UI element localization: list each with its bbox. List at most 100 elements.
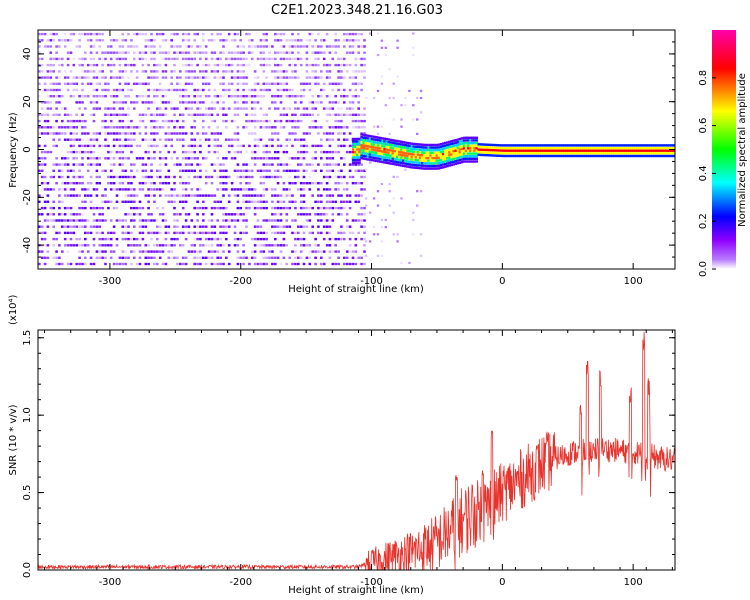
- spectrogram-cell: [167, 250, 171, 253]
- spectrogram-cell: [52, 213, 55, 216]
- spectrogram-cell: [104, 51, 107, 54]
- spectrogram-cell: [376, 53, 380, 57]
- spectrogram-ridge-cell: [504, 154, 508, 158]
- spectrogram-cell: [193, 175, 196, 179]
- spectrogram-cell: [109, 237, 113, 241]
- spectrogram-cell: [360, 88, 363, 92]
- spectrogram-cell: [164, 219, 168, 222]
- spectrogram-cell: [196, 144, 199, 148]
- spectrogram-ridge-cell: [429, 151, 432, 155]
- spectrogram-ridge-cell: [636, 154, 640, 158]
- spectrogram-ridge-cell: [534, 144, 537, 147]
- spectrogram-cell: [147, 88, 150, 92]
- spectrogram-cell: [133, 188, 136, 191]
- spectrogram-cell: [388, 183, 391, 186]
- spectrogram-cell: [337, 188, 340, 191]
- spectrogram-cell: [236, 70, 240, 73]
- spectrogram-cell: [322, 51, 326, 54]
- spectrogram-cell: [363, 213, 366, 216]
- spectrogram-cell: [216, 175, 219, 179]
- spectrogram-cell: [345, 126, 349, 129]
- spectrogram-ridge-cell: [444, 160, 447, 163]
- spectrogram-cell: [213, 57, 217, 61]
- spectrogram-cell: [253, 150, 257, 154]
- spectrogram-cell: [274, 82, 277, 85]
- spectrogram-ridge-cell: [385, 143, 388, 146]
- colorbar-tick-label: 0.8: [698, 70, 709, 86]
- spectrogram-ridge-cell: [469, 141, 472, 145]
- spectrogram-cell: [181, 200, 185, 203]
- spectrogram-cell: [216, 256, 219, 259]
- spectrogram-cell: [259, 138, 263, 141]
- spectrogram-cell: [161, 157, 165, 160]
- spectrogram-cell: [196, 88, 199, 92]
- spectrogram-cell: [38, 63, 41, 67]
- spectrogram-cell: [348, 262, 352, 266]
- spectrogram-cell: [150, 113, 153, 116]
- spectrogram-ridge-cell: [653, 146, 656, 150]
- spectrogram-cell: [222, 213, 225, 216]
- spectrogram-cell: [388, 204, 391, 207]
- spectrogram-cell: [253, 101, 257, 104]
- spectrogram-ridge-cell: [372, 156, 376, 160]
- spectrogram-cell: [222, 250, 225, 253]
- spectrogram-cell: [363, 244, 366, 247]
- spectrogram-cell: [78, 225, 81, 228]
- spectrogram-ridge-cell: [360, 151, 363, 155]
- spectrogram-cell: [69, 244, 73, 247]
- spectrogram-cell: [299, 57, 303, 61]
- spectrogram-cell: [98, 107, 101, 110]
- spectrogram-cell: [112, 39, 116, 42]
- spectrogram-ridge-cell: [544, 152, 548, 155]
- spectrogram-cell: [202, 101, 205, 104]
- spectrogram-cell: [43, 206, 47, 210]
- spectrogram-cell: [118, 219, 122, 222]
- spectrogram-cell: [121, 113, 125, 116]
- spectrogram-ridge-cell: [644, 152, 648, 155]
- spectrogram-ridge-cell: [400, 151, 403, 154]
- spectrogram-cell: [259, 237, 263, 241]
- spectrogram-ridge-cell: [605, 154, 608, 158]
- spectrogram-cell: [345, 63, 349, 67]
- spectrogram-cell: [84, 200, 87, 203]
- spectrogram-cell: [40, 169, 44, 172]
- spectrogram-cell: [322, 39, 326, 42]
- spectrogram-cell: [184, 200, 188, 203]
- spectrogram-cell: [127, 194, 130, 197]
- x-tick-label: -300: [99, 276, 122, 287]
- spectrogram-ridge-cell: [649, 144, 652, 147]
- spectrogram-cell: [176, 126, 179, 129]
- spectrogram-ridge-cell: [356, 158, 359, 162]
- spectrogram-cell: [250, 256, 254, 259]
- spectrogram-cell: [118, 132, 122, 135]
- spectrogram-ridge-cell: [398, 140, 401, 143]
- spectrogram-ridge-cell: [458, 145, 462, 149]
- spectrogram-cell: [227, 95, 231, 98]
- spectrogram-cell: [262, 163, 266, 166]
- spectrogram-cell: [253, 244, 257, 247]
- spectrogram-ridge-cell: [467, 160, 470, 163]
- spectrogram-cell: [227, 194, 231, 197]
- spectrogram-cell: [199, 188, 202, 191]
- spectrogram-cell: [236, 150, 240, 154]
- spectrogram-ridge-cell: [421, 143, 424, 146]
- spectrogram-cell: [259, 182, 263, 185]
- spectrogram-cell: [412, 211, 415, 214]
- spectrogram-cell: [325, 107, 329, 110]
- spectrogram-ridge-cell: [412, 145, 416, 148]
- spectrogram-ridge-cell: [665, 144, 669, 147]
- spectrogram-ridge-cell: [448, 161, 451, 165]
- spectrogram-cell: [357, 256, 360, 259]
- spectrogram-ridge-cell: [385, 159, 388, 162]
- spectrogram-ridge-cell: [580, 146, 583, 150]
- spectrogram-cell: [156, 219, 159, 222]
- spectrogram-cell: [49, 51, 53, 54]
- spectrogram-ridge-cell: [653, 154, 656, 158]
- spectrogram-cell: [276, 169, 280, 172]
- spectrogram-cell: [233, 57, 237, 61]
- spectrogram-cell: [52, 206, 55, 210]
- spectrogram-cell: [43, 132, 47, 135]
- spectrogram-ridge-cell: [439, 143, 443, 146]
- spectrogram-cell: [239, 237, 242, 241]
- spectrogram-cell: [328, 126, 332, 129]
